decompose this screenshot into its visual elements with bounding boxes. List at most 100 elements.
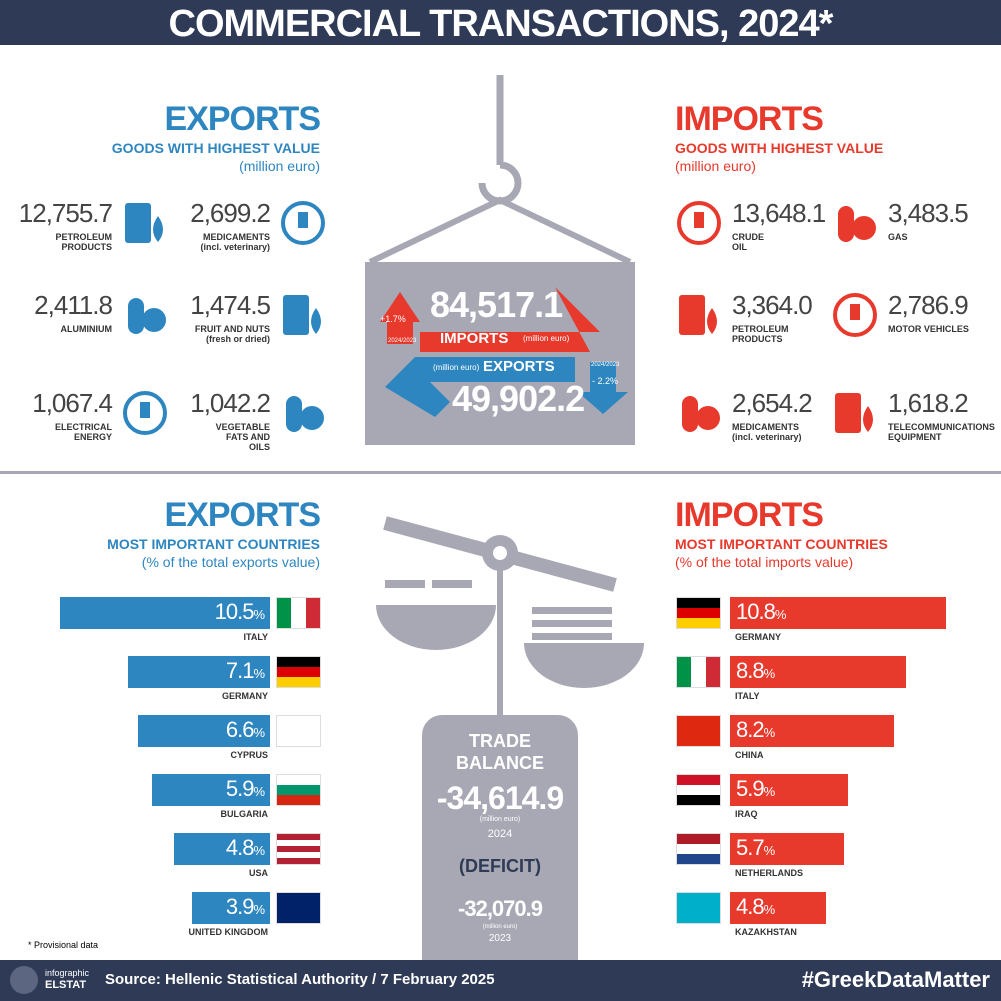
goods-label: ELECTRICAL ENERGY bbox=[2, 422, 112, 442]
country-name: BULGARIA bbox=[220, 809, 269, 819]
bar-value: 7.1% bbox=[128, 658, 265, 684]
exports-total: 49,902.2 bbox=[452, 378, 585, 419]
text-line: PRODUCTS bbox=[61, 242, 112, 252]
text-line: ENERGY bbox=[73, 432, 112, 442]
flag bbox=[676, 656, 721, 688]
section-title: EXPORTS bbox=[164, 496, 321, 534]
balance-note: (DEFICIT) bbox=[459, 856, 541, 876]
bar bbox=[730, 597, 946, 629]
value: 10.8 bbox=[736, 599, 776, 624]
icon bbox=[833, 293, 877, 337]
text-line: FRUIT AND NUTS bbox=[194, 324, 270, 334]
imports-total: 84,517.1 bbox=[430, 284, 563, 325]
text-line: EQUIPMENT bbox=[888, 432, 942, 442]
flag bbox=[676, 774, 721, 806]
goods-label: PETROLEUM PRODUCTS bbox=[2, 232, 112, 252]
icon bbox=[125, 203, 163, 243]
bar bbox=[174, 833, 270, 865]
flag bbox=[276, 597, 321, 629]
exports-label: EXPORTS bbox=[483, 358, 555, 375]
bar-value: 5.9% bbox=[152, 776, 265, 802]
percent-sign: % bbox=[763, 843, 776, 858]
footer-bar bbox=[0, 960, 1001, 1001]
text-line: (incl. veterinary) bbox=[732, 432, 802, 442]
imports-label: IMPORTS bbox=[440, 330, 509, 347]
decor bbox=[0, 75, 1001, 960]
goods-value: 1,067.4 bbox=[32, 388, 113, 418]
goods-label: GAS bbox=[888, 232, 1001, 242]
balance-2024: -34,614.9 bbox=[436, 780, 564, 816]
goods-value: 3,364.0 bbox=[732, 290, 813, 320]
percent-sign: % bbox=[763, 725, 776, 740]
bar-value: 3.9% bbox=[192, 894, 265, 920]
bar bbox=[730, 892, 826, 924]
goods-label: ALUMINIUM bbox=[2, 324, 113, 334]
value: 10.5 bbox=[214, 599, 255, 624]
country-name: ITALY bbox=[735, 691, 760, 701]
goods-value: 2,699.2 bbox=[190, 198, 271, 228]
goods-label: VEGETABLE FATS AND OILS bbox=[160, 422, 270, 452]
goods-label: MEDICAMENTS (incl. veterinary) bbox=[732, 422, 852, 442]
flag bbox=[276, 833, 321, 865]
goods-label: TELECOMMUNICATIONS EQUIPMENT bbox=[888, 422, 1001, 442]
balance-unit-2024: (million euro) bbox=[479, 816, 521, 823]
exports-unit: (million euro) bbox=[433, 363, 480, 372]
text-line: MEDICAMENTS bbox=[732, 422, 799, 432]
section-subtitle: MOST IMPORTANT COUNTRIES bbox=[675, 536, 888, 552]
value: 7.1 bbox=[225, 658, 255, 683]
text-line: OILS bbox=[248, 442, 270, 452]
icon bbox=[283, 295, 321, 335]
value: 8.2 bbox=[736, 717, 765, 742]
text-line: ALUMINIUM bbox=[60, 324, 113, 334]
country-name: IRAQ bbox=[735, 809, 758, 819]
goods-value: 13,648.1 bbox=[732, 198, 826, 228]
flag bbox=[676, 833, 721, 865]
goods-label: MOTOR VEHICLES bbox=[888, 324, 1001, 334]
bar bbox=[730, 715, 894, 747]
bar-value: 5.9% bbox=[736, 776, 775, 802]
country-name: CHINA bbox=[735, 750, 764, 760]
bar bbox=[152, 774, 270, 806]
icon bbox=[682, 396, 720, 432]
goods-value: 2,411.8 bbox=[34, 290, 113, 320]
section-unit: (million euro) bbox=[239, 158, 320, 174]
section-title: EXPORTS bbox=[164, 100, 321, 138]
flag bbox=[276, 774, 321, 806]
country-name: GERMANY bbox=[735, 632, 782, 642]
value: 5.9 bbox=[736, 776, 765, 801]
bar bbox=[138, 715, 270, 747]
percent-sign: % bbox=[763, 902, 776, 917]
percent-sign: % bbox=[253, 607, 265, 622]
goods-value: 1,474.5 bbox=[190, 290, 271, 320]
goods-value: 2,654.2 bbox=[732, 388, 813, 418]
value: 3.9 bbox=[225, 894, 255, 919]
text-line: FATS AND bbox=[226, 432, 270, 442]
bar-value: 8.2% bbox=[736, 717, 776, 743]
header-bar bbox=[0, 0, 1001, 45]
goods-label: CRUDE OIL bbox=[732, 232, 852, 252]
arrows bbox=[380, 287, 628, 417]
balance-unit-2023: (million euro) bbox=[482, 924, 518, 930]
percent-sign: % bbox=[253, 666, 265, 681]
source: Source: Hellenic Statistical Authority /… bbox=[105, 971, 495, 988]
country-name: KAZAKHSTAN bbox=[735, 927, 797, 937]
flag bbox=[276, 715, 321, 747]
bar-value: 4.8% bbox=[736, 894, 776, 920]
section-title: IMPORTS bbox=[675, 100, 824, 138]
section-unit: (million euro) bbox=[675, 158, 756, 174]
text-line: (incl. veterinary) bbox=[200, 242, 270, 252]
country-name: ITALY bbox=[243, 632, 268, 642]
balance-year-2023: 2023 bbox=[488, 933, 512, 944]
percent-sign: % bbox=[253, 902, 265, 917]
bar-value: 6.6% bbox=[138, 717, 265, 743]
section-unit: (% of the total exports value) bbox=[141, 554, 320, 570]
bar-value: 10.8% bbox=[736, 599, 786, 625]
icon bbox=[677, 201, 721, 245]
section-title: IMPORTS bbox=[675, 496, 824, 534]
section-unit: (% of the total imports value) bbox=[675, 554, 854, 570]
text-line: PETROLEUM bbox=[55, 232, 112, 242]
icon bbox=[838, 206, 876, 242]
goods-value: 1,042.2 bbox=[190, 388, 271, 418]
bar-value: 5.7% bbox=[736, 835, 776, 861]
